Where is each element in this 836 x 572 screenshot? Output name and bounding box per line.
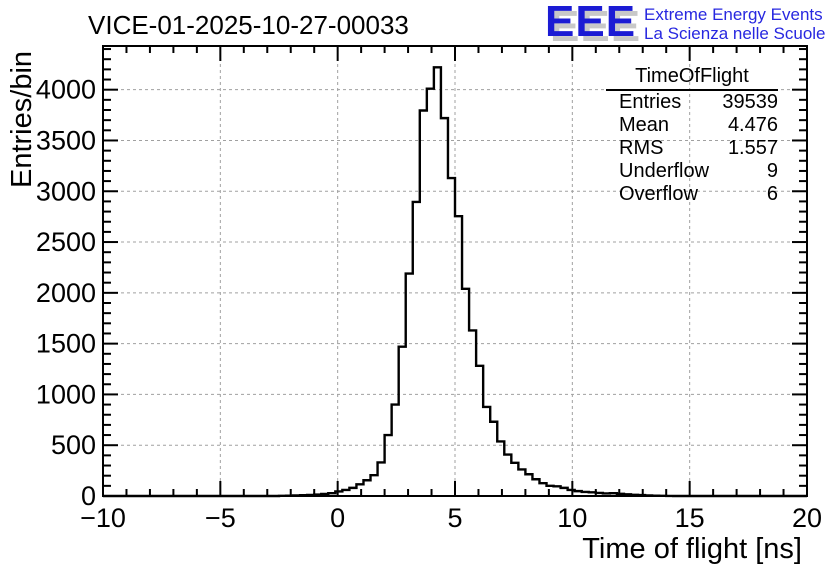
y-tick-label: 0 [81,481,96,511]
stats-title: TimeOfFlight [606,64,778,91]
y-tick-label: 3500 [36,125,96,155]
stats-label: Entries [619,91,682,113]
eee-logo-text: Extreme Energy Events La Scienza nelle S… [644,5,825,43]
stats-value: 1.557 [727,137,778,159]
stats-value: 9 [766,160,778,182]
eee-logo-acronym: EEE [545,0,637,46]
stats-label: Underflow [619,160,710,182]
x-axis-title: Time of flight [ns] [582,533,802,565]
y-tick-label: 1500 [36,329,96,359]
y-tick-label: 500 [51,430,96,460]
stats-row: Mean 4.476 [606,114,778,137]
eee-logo-line2: La Scienza nelle Scuole [644,24,826,43]
stats-row: Entries 39539 [606,91,778,114]
x-tick-label: −5 [205,503,236,533]
eee-logo-line1: Extreme Energy Events [644,5,823,24]
stats-row: RMS 1.557 [606,137,778,160]
stats-row: Overflow 6 [606,183,778,206]
stats-row: Underflow 9 [606,160,778,183]
stats-label: Overflow [619,183,698,205]
y-tick-label: 2500 [36,227,96,257]
plot-frame [102,45,808,497]
y-tick-label: 2000 [36,278,96,308]
eee-logo: EEE Extreme Energy Events La Scienza nel… [545,0,826,46]
stats-value: 39539 [722,91,778,113]
x-tick-label: −10 [80,503,126,533]
x-tick-label: 15 [675,503,705,533]
y-axis-title: Entries/bin [6,50,38,188]
stats-label: Mean [619,114,670,136]
y-tick-label: 3000 [36,176,96,206]
x-tick-label: 0 [330,503,345,533]
plot-title: VICE-01-2025-10-27-00033 [88,10,409,40]
stats-value: 4.476 [727,114,778,136]
stats-value: 6 [766,183,778,205]
x-tick-label: 20 [792,503,822,533]
stats-box: TimeOfFlight Entries 39539 Mean 4.476 RM… [606,64,778,206]
x-tick-label: 5 [447,503,462,533]
stats-label: RMS [619,137,664,159]
x-tick-label: 10 [557,503,587,533]
y-tick-label: 4000 [36,75,96,105]
y-tick-label: 1000 [36,379,96,409]
